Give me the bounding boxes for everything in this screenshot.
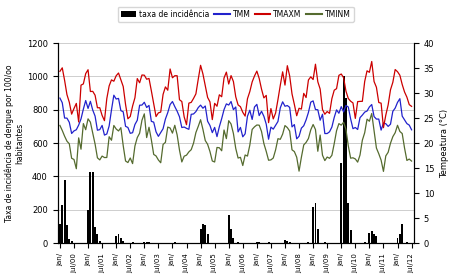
Bar — [237, 242, 239, 243]
Bar — [256, 242, 258, 243]
Bar — [120, 238, 122, 243]
Bar — [342, 76, 345, 243]
Bar — [202, 224, 204, 243]
Bar — [207, 234, 208, 243]
Bar — [373, 234, 375, 243]
Bar — [230, 229, 232, 243]
Bar — [118, 234, 120, 243]
Bar — [396, 238, 399, 243]
Bar — [92, 172, 94, 243]
Bar — [347, 203, 349, 243]
Bar — [345, 98, 347, 243]
Bar — [289, 242, 291, 243]
Bar — [144, 242, 145, 243]
Bar — [89, 172, 92, 243]
Y-axis label: Taxa de incidência de dengue por 100/oo
habitantes: Taxa de incidência de dengue por 100/oo … — [4, 64, 24, 222]
Legend: taxa de incidência, TMM, TMAXM, TMINM: taxa de incidência, TMM, TMAXM, TMINM — [118, 7, 354, 22]
Bar — [66, 225, 68, 243]
Bar — [232, 238, 234, 243]
Bar — [64, 179, 66, 243]
Bar — [324, 242, 326, 243]
Bar — [146, 242, 148, 243]
Bar — [350, 230, 352, 243]
Bar — [376, 236, 377, 243]
Bar — [61, 206, 63, 243]
Bar — [59, 224, 61, 243]
Bar — [204, 225, 206, 243]
Bar — [340, 163, 342, 243]
Bar — [401, 224, 403, 243]
Bar — [286, 241, 288, 243]
Bar — [174, 242, 176, 243]
Bar — [115, 236, 117, 243]
Bar — [371, 231, 373, 243]
Bar — [399, 234, 401, 243]
Bar — [312, 207, 314, 243]
Bar — [68, 239, 70, 243]
Bar — [132, 242, 134, 243]
Bar — [99, 240, 101, 243]
Y-axis label: Tempeatura (°C): Tempeatura (°C) — [440, 109, 449, 178]
Bar — [148, 242, 150, 243]
Bar — [258, 242, 260, 243]
Bar — [284, 240, 286, 243]
Bar — [228, 216, 230, 243]
Bar — [94, 227, 96, 243]
Bar — [317, 229, 319, 243]
Bar — [122, 241, 124, 243]
Bar — [368, 234, 370, 243]
Bar — [96, 234, 98, 243]
Bar — [87, 211, 89, 243]
Bar — [200, 229, 202, 243]
Bar — [314, 203, 316, 243]
Bar — [364, 242, 366, 243]
Bar — [406, 242, 408, 243]
Bar — [71, 242, 72, 243]
Bar — [268, 242, 270, 243]
Bar — [308, 242, 309, 243]
